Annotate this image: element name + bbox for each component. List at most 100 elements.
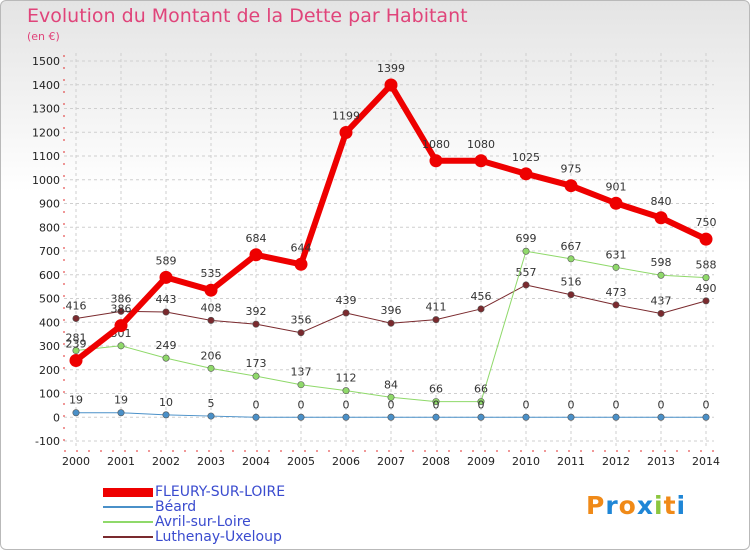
x-tick-label: 2004 xyxy=(242,455,270,468)
data-point xyxy=(72,409,80,417)
data-point xyxy=(162,411,170,419)
data-label: 0 xyxy=(478,398,485,411)
proxiti-logo: Proxiti xyxy=(586,491,686,520)
data-point xyxy=(339,125,353,139)
chart-legend: FLEURY-SUR-LOIRE Béard Avril-sur-Loire L… xyxy=(103,484,363,545)
data-label: 0 xyxy=(658,398,665,411)
data-label: 1199 xyxy=(332,109,360,122)
legend-label-luthenay: Luthenay-Uxeloup xyxy=(155,529,282,545)
data-label: 84 xyxy=(384,378,398,391)
data-point xyxy=(429,154,443,168)
data-point xyxy=(252,372,260,380)
data-point xyxy=(114,319,128,333)
y-tick-label: 1500 xyxy=(32,55,60,68)
data-label: 0 xyxy=(253,398,260,411)
y-tick-label: 300 xyxy=(39,340,60,353)
data-point xyxy=(657,413,665,421)
data-point xyxy=(432,398,440,406)
data-label: 19 xyxy=(69,394,83,407)
data-point xyxy=(564,179,578,193)
data-point xyxy=(567,291,575,299)
data-point xyxy=(609,196,623,210)
data-point xyxy=(249,248,263,262)
chart-title: Evolution du Montant de la Dette par Hab… xyxy=(27,5,468,27)
data-label: 392 xyxy=(246,305,267,318)
data-point xyxy=(342,309,350,317)
data-label: 490 xyxy=(696,282,717,295)
data-label: 0 xyxy=(433,398,440,411)
data-point xyxy=(387,319,395,327)
data-label: 644 xyxy=(291,241,312,254)
data-label: 1080 xyxy=(422,138,450,151)
data-point xyxy=(159,270,173,284)
data-point xyxy=(297,381,305,389)
data-label: 1025 xyxy=(512,151,540,164)
y-tick-label: 800 xyxy=(39,221,60,234)
y-tick-label: 400 xyxy=(39,316,60,329)
data-label: 0 xyxy=(343,398,350,411)
data-point xyxy=(72,314,80,322)
y-tick-label: 1200 xyxy=(32,126,60,139)
data-point xyxy=(342,413,350,421)
data-label: 249 xyxy=(156,339,177,352)
data-label: 0 xyxy=(703,398,710,411)
data-label: 750 xyxy=(696,216,717,229)
data-label: 112 xyxy=(336,372,357,385)
data-label: 598 xyxy=(651,256,672,269)
data-point xyxy=(117,409,125,417)
data-point xyxy=(567,413,575,421)
data-point xyxy=(387,413,395,421)
data-point xyxy=(702,413,710,421)
data-label: 0 xyxy=(568,398,575,411)
data-point xyxy=(612,413,620,421)
data-point xyxy=(657,271,665,279)
data-point xyxy=(519,167,533,181)
data-label: 684 xyxy=(246,232,267,245)
data-label: 386 xyxy=(111,303,132,316)
data-point xyxy=(69,353,83,367)
data-point xyxy=(117,307,125,315)
data-label: 10 xyxy=(159,396,173,409)
data-label: 66 xyxy=(429,383,443,396)
y-tick-label: 0 xyxy=(53,411,60,424)
x-tick-label: 2007 xyxy=(377,455,405,468)
data-label: 281 xyxy=(66,332,87,345)
data-point xyxy=(207,364,215,372)
data-point xyxy=(384,78,398,92)
y-tick-label: 500 xyxy=(39,293,60,306)
data-label: 588 xyxy=(696,259,717,272)
data-point xyxy=(252,320,260,328)
legend-swatch-luthenay xyxy=(103,536,153,538)
x-tick-label: 2009 xyxy=(467,455,495,468)
data-point xyxy=(204,283,218,297)
data-label: 589 xyxy=(156,254,177,267)
data-label: 437 xyxy=(651,294,672,307)
data-label: 1080 xyxy=(467,138,495,151)
y-tick-label: 100 xyxy=(39,388,60,401)
data-label: 667 xyxy=(561,240,582,253)
data-point xyxy=(567,255,575,263)
data-point xyxy=(612,301,620,309)
data-label: 631 xyxy=(606,248,627,261)
data-point xyxy=(387,393,395,401)
logo-letter: i xyxy=(676,491,687,520)
data-point xyxy=(207,412,215,420)
x-tick-label: 2003 xyxy=(197,455,225,468)
data-label: 0 xyxy=(523,398,530,411)
data-label: 516 xyxy=(561,276,582,289)
data-point xyxy=(432,316,440,324)
x-tick-label: 2008 xyxy=(422,455,450,468)
data-label: 206 xyxy=(201,349,222,362)
data-point xyxy=(207,316,215,324)
data-label: 173 xyxy=(246,357,267,370)
data-label: 1399 xyxy=(377,62,405,75)
data-point xyxy=(432,413,440,421)
x-tick-label: 2013 xyxy=(647,455,675,468)
data-label: 699 xyxy=(516,232,537,245)
data-point xyxy=(699,232,713,246)
data-point xyxy=(252,413,260,421)
data-label: 411 xyxy=(426,301,447,314)
data-point xyxy=(297,413,305,421)
data-point xyxy=(294,257,308,271)
